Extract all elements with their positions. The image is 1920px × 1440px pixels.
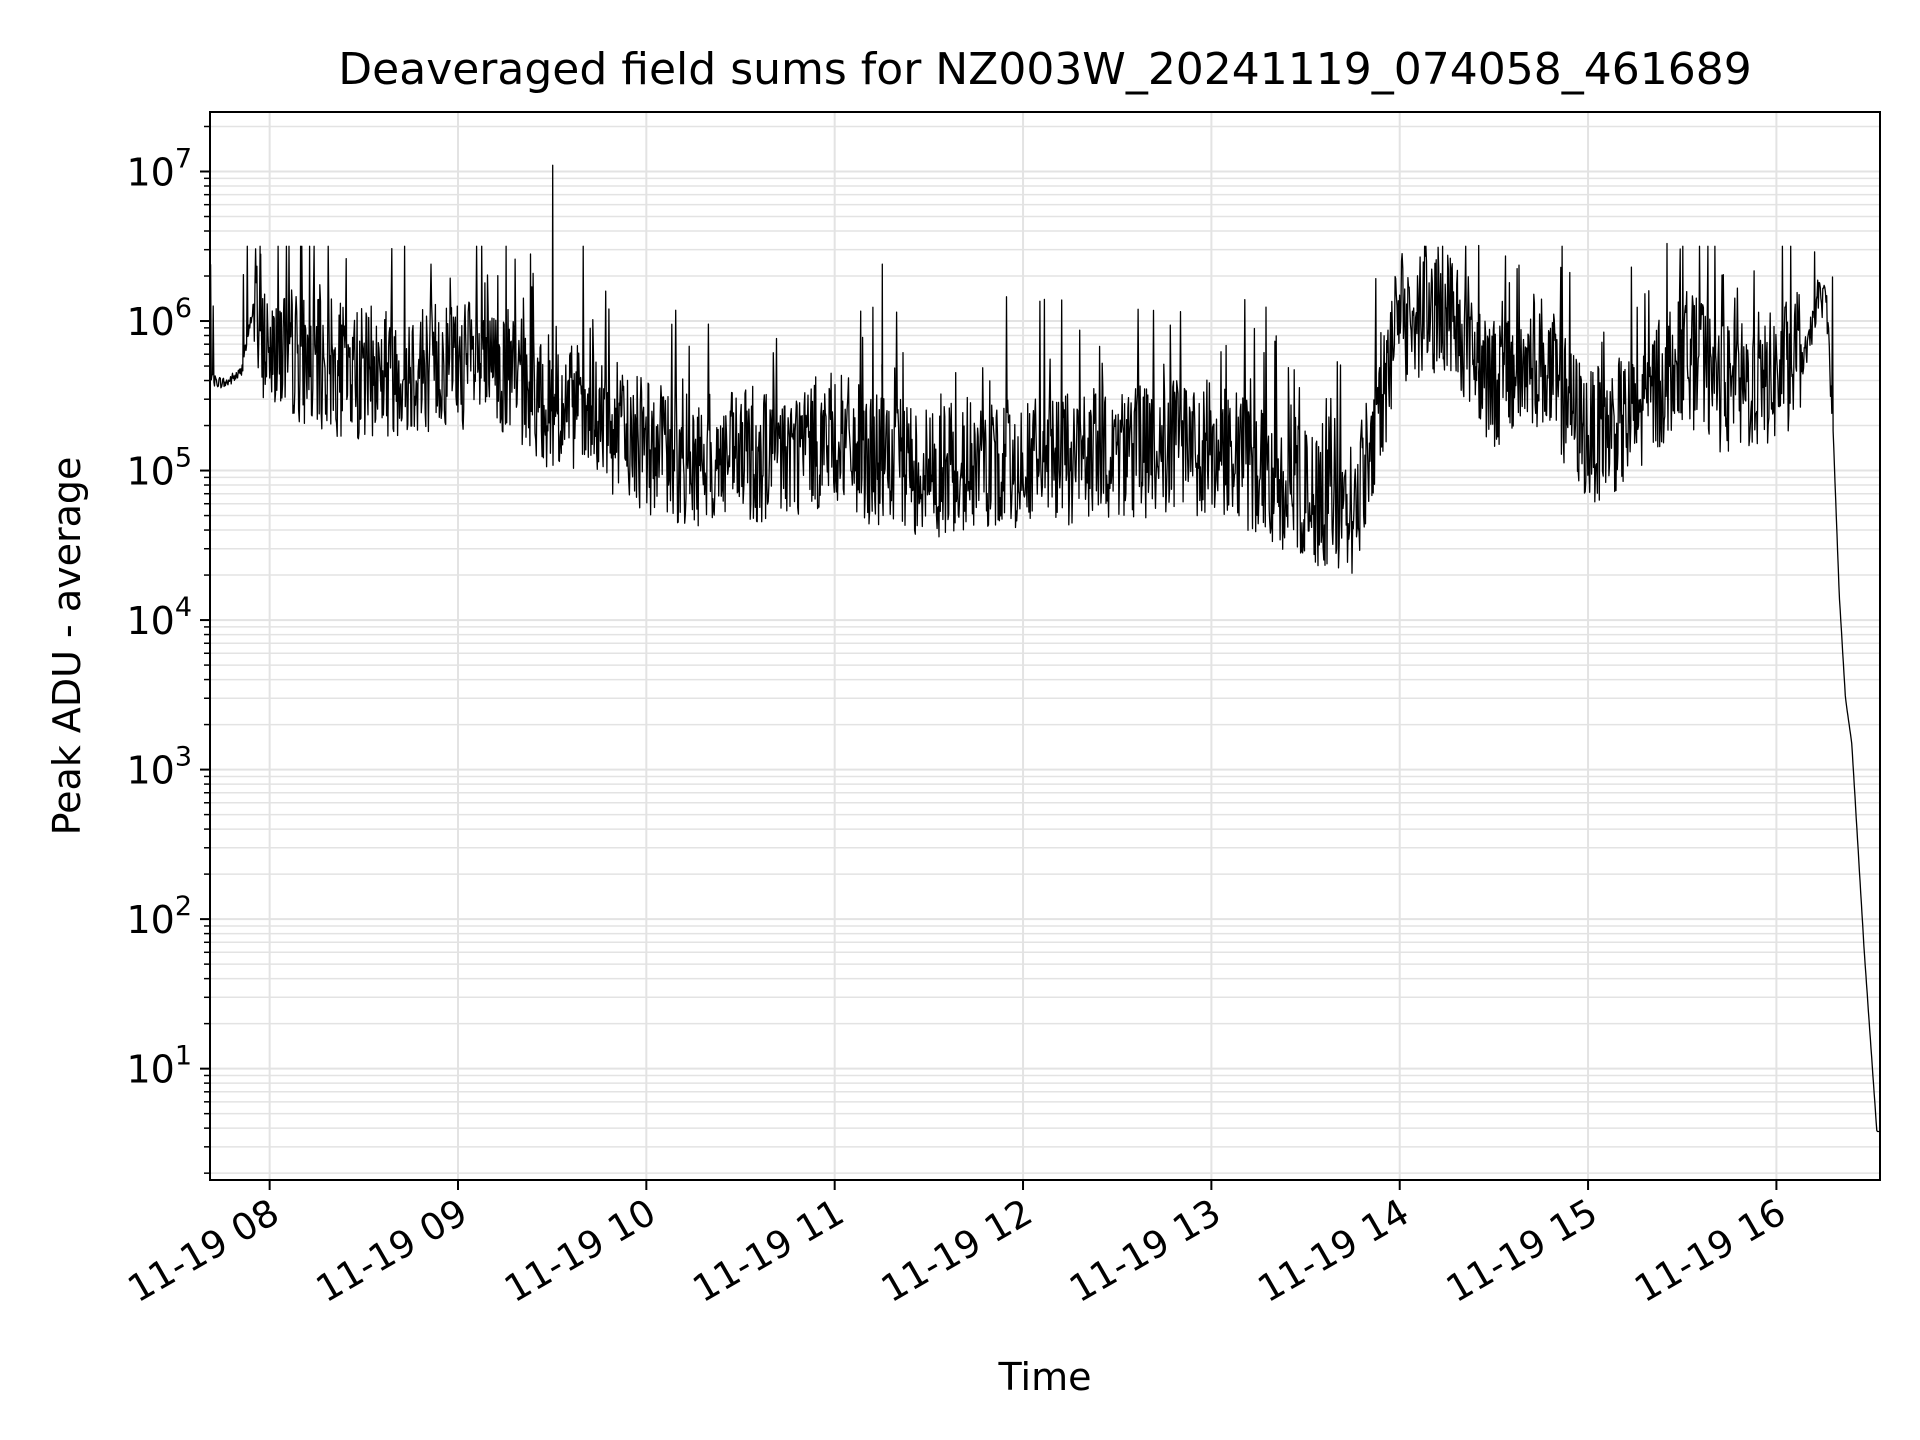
plot-data: [209, 164, 1881, 1133]
grid: [210, 112, 1880, 1180]
y-tick-label: 101: [126, 1041, 192, 1092]
y-tick-label: 102: [126, 891, 192, 942]
y-tick-label: 107: [126, 144, 192, 195]
chart-title: Deaveraged field sums for NZ003W_2024111…: [338, 44, 1751, 95]
y-tick-label: 103: [126, 742, 192, 793]
x-axis-label: Time: [998, 1355, 1092, 1399]
plot-frame: [209, 111, 1881, 1181]
y-tick-label: 105: [126, 443, 192, 494]
series-line: [209, 164, 1881, 1133]
y-tick-label: 106: [126, 293, 192, 344]
y-tick-label: 104: [126, 592, 192, 643]
y-axis-label: Peak ADU - average: [45, 457, 89, 836]
